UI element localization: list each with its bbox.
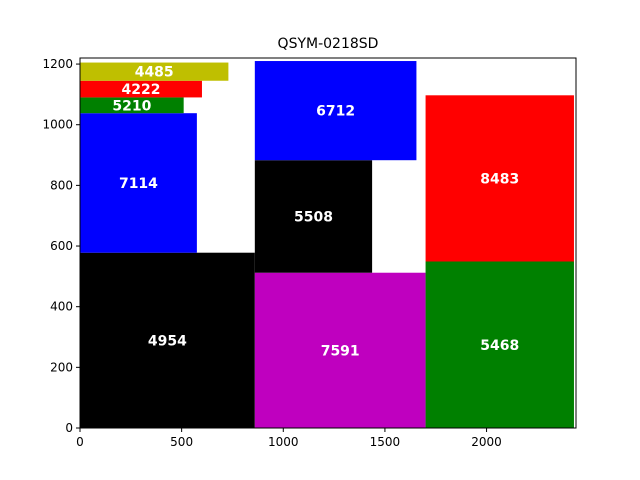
treemap-rect-5210 [80, 97, 184, 114]
treemap-rect-6712 [254, 61, 417, 161]
x-tick-label: 1500 [370, 435, 401, 449]
x-tick-label: 0 [76, 435, 84, 449]
treemap-rect-8483 [425, 95, 574, 262]
chart-title: QSYM-0218SD [278, 36, 379, 52]
rect-label-7114: 7114 [119, 176, 158, 192]
rect-label-5210: 5210 [112, 98, 151, 114]
y-tick-label: 600 [50, 239, 73, 253]
rect-label-4222: 4222 [121, 82, 160, 98]
x-tick-label: 2000 [471, 435, 502, 449]
x-tick-label: 500 [170, 435, 193, 449]
y-tick-label: 800 [50, 178, 73, 192]
rect-label-4954: 4954 [148, 333, 187, 349]
treemap-rect-7114 [80, 113, 197, 253]
treemap-rect-5468 [425, 261, 574, 428]
treemap-rect-7591 [254, 272, 426, 428]
y-tick-label: 400 [50, 300, 73, 314]
rect-label-4485: 4485 [135, 65, 174, 81]
plot-frame [79, 57, 577, 429]
treemap-rect-4485 [80, 62, 229, 81]
treemap-rect-4954 [80, 252, 255, 428]
treemap-rect-4222 [80, 80, 202, 98]
y-tick-label: 200 [50, 360, 73, 374]
rect-label-5468: 5468 [480, 338, 519, 354]
y-tick-label: 1200 [42, 57, 73, 71]
treemap-rect-5508 [254, 160, 373, 273]
rect-label-7591: 7591 [321, 343, 360, 359]
rect-label-8483: 8483 [480, 171, 519, 187]
x-tick-label: 1000 [268, 435, 299, 449]
y-tick-label: 1000 [42, 118, 73, 132]
rect-label-6712: 6712 [316, 104, 355, 120]
y-tick-label: 0 [65, 421, 73, 435]
x-axis: 0 500 1000 1500 2000 [76, 428, 502, 449]
y-axis: 0 200 400 600 800 1000 1200 [42, 57, 80, 435]
rect-label-5508: 5508 [294, 209, 333, 225]
